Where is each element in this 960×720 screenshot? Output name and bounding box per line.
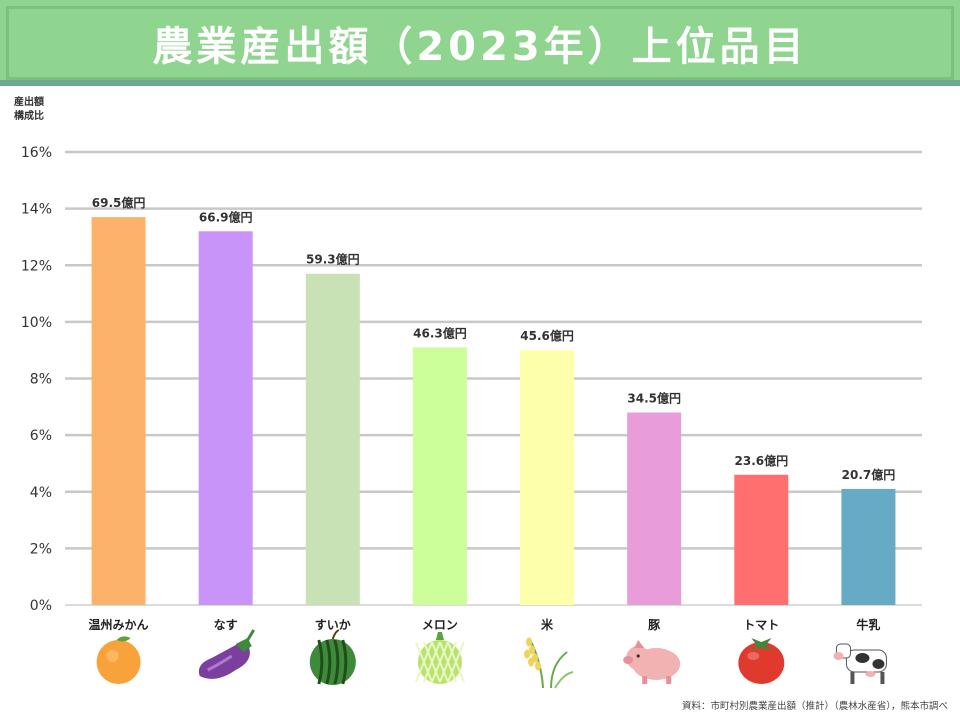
data-label: 45.6億円 xyxy=(520,328,574,343)
data-label: 66.9億円 xyxy=(199,209,253,224)
bar-1 xyxy=(91,217,146,605)
category-label: メロン xyxy=(422,618,458,632)
category-label: なす xyxy=(214,618,238,632)
pig-icon xyxy=(623,640,681,684)
bar-3 xyxy=(305,273,360,605)
category-label: 米 xyxy=(541,617,554,632)
page-title: 農業産出額（2023年）上位品目 xyxy=(152,24,808,70)
rice-icon xyxy=(524,637,574,689)
y-tick-label: 14% xyxy=(21,202,52,218)
tomato-icon xyxy=(738,638,785,684)
bar-6 xyxy=(627,412,682,605)
data-label: 69.5億円 xyxy=(92,195,146,210)
title-frame: 農業産出額（2023年）上位品目 xyxy=(6,6,954,80)
y-axis-label: 産出額 構成比 xyxy=(14,97,44,122)
category-label: トマト xyxy=(743,618,779,632)
mandarin-icon xyxy=(96,636,141,684)
source-note: 資料：市町村別農業産出額（推計）（農林水産省），熊本市調べ xyxy=(681,701,948,712)
bar-5 xyxy=(520,350,575,605)
bar-8 xyxy=(841,488,896,605)
category-label: 牛乳 xyxy=(856,617,880,632)
bar-4 xyxy=(412,347,467,605)
data-label: 23.6億円 xyxy=(735,453,789,468)
y-tick-label: 6% xyxy=(30,428,52,444)
y-tick-label: 10% xyxy=(21,315,52,331)
category-label: すいか xyxy=(315,618,351,632)
data-label: 46.3億円 xyxy=(413,325,467,340)
data-label: 34.5億円 xyxy=(627,390,681,405)
bar-2 xyxy=(198,231,253,605)
data-label: 59.3億円 xyxy=(306,252,360,267)
y-tick-label: 8% xyxy=(30,372,52,388)
eggplant-icon xyxy=(198,629,255,679)
bar-7 xyxy=(734,474,789,605)
melon-icon xyxy=(415,632,465,684)
y-tick-label: 12% xyxy=(21,258,52,274)
y-tick-label: 0% xyxy=(30,598,52,614)
y-tick-label: 16% xyxy=(21,145,52,161)
category-label: 温州みかん xyxy=(89,618,149,632)
data-label: 20.7億円 xyxy=(842,467,896,482)
title-banner: 農業産出額（2023年）上位品目 xyxy=(0,0,960,86)
y-tick-label: 2% xyxy=(30,541,52,557)
watermelon-icon xyxy=(309,629,356,685)
category-label: 豚 xyxy=(647,617,661,632)
y-tick-label: 4% xyxy=(30,485,52,501)
cow-icon xyxy=(833,643,887,684)
